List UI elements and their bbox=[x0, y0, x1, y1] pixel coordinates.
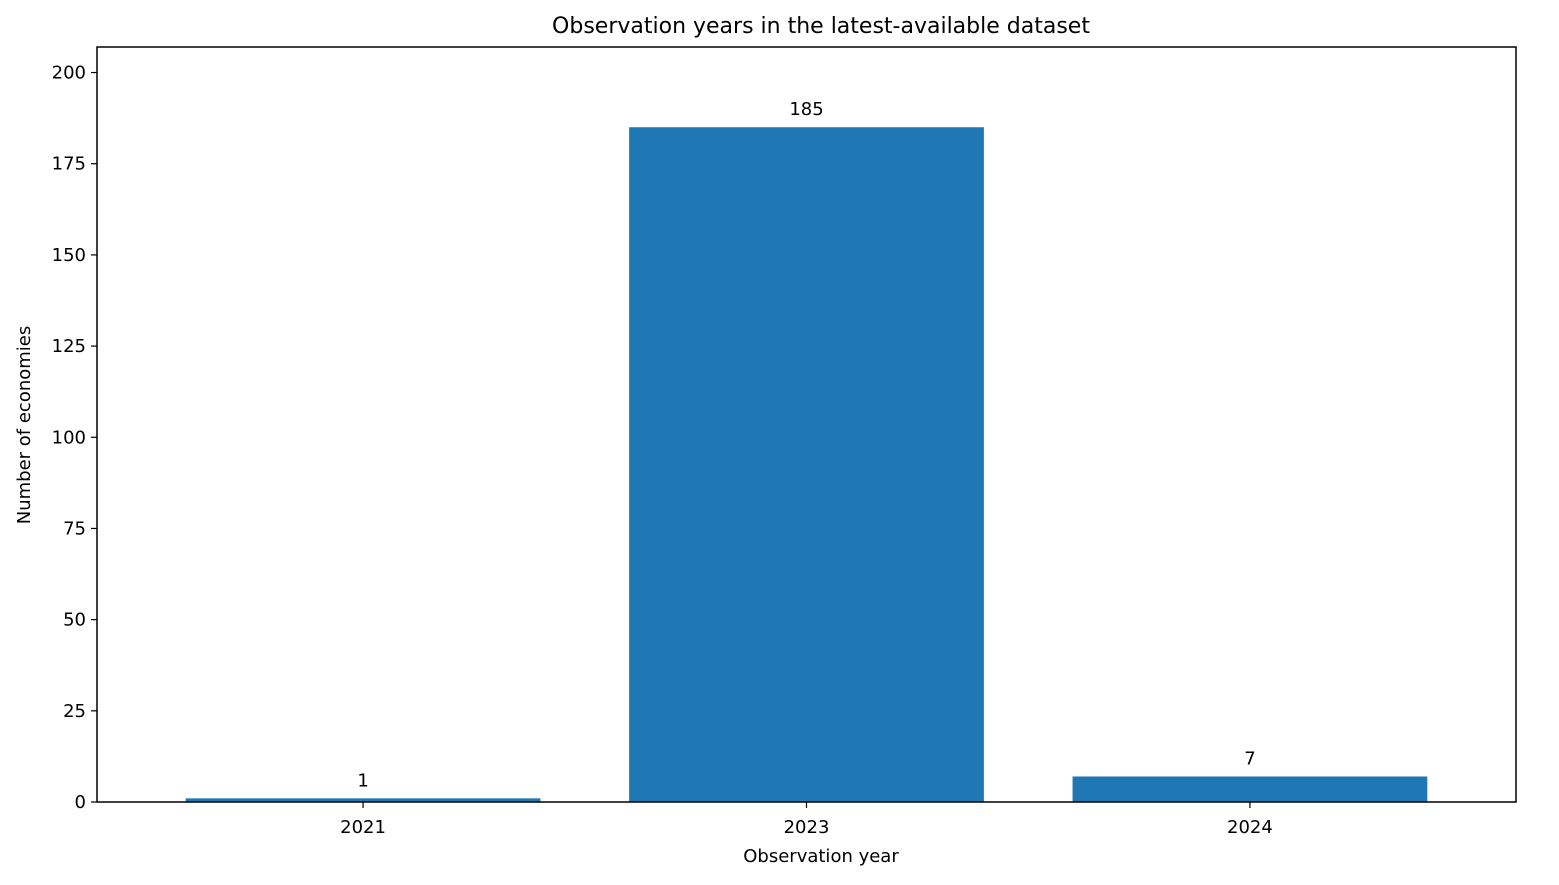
chart-title: Observation years in the latest-availabl… bbox=[552, 14, 1090, 39]
y-tick-label-75: 75 bbox=[63, 518, 86, 539]
y-axis-title: Number of economies bbox=[14, 326, 35, 525]
value-labels-layer: 1 185 7 bbox=[357, 99, 1255, 791]
y-tick-label-25: 25 bbox=[63, 701, 86, 722]
plot-frame bbox=[96, 46, 1517, 803]
y-tick-label-50: 50 bbox=[63, 610, 86, 631]
y-axis-ticks: 0 25 50 75 100 125 150 175 200 bbox=[52, 63, 97, 813]
x-tick-label-2024: 2024 bbox=[1227, 817, 1273, 838]
value-label-2024: 7 bbox=[1244, 748, 1255, 769]
value-label-2023: 185 bbox=[789, 99, 823, 120]
y-tick-label-0: 0 bbox=[75, 792, 86, 813]
bar-2023 bbox=[629, 127, 984, 802]
x-axis-title: Observation year bbox=[743, 846, 899, 867]
y-tick-label-175: 175 bbox=[52, 154, 86, 175]
value-label-2021: 1 bbox=[357, 770, 368, 791]
x-axis-ticks: 2021 2023 2024 bbox=[340, 802, 1273, 838]
y-tick-label-200: 200 bbox=[52, 63, 86, 84]
y-tick-label-125: 125 bbox=[52, 336, 86, 357]
y-tick-label-100: 100 bbox=[52, 427, 86, 448]
x-tick-label-2023: 2023 bbox=[784, 817, 830, 838]
y-tick-label-150: 150 bbox=[52, 245, 86, 266]
bars-layer bbox=[185, 127, 1428, 802]
x-tick-label-2021: 2021 bbox=[340, 817, 386, 838]
bar-2021 bbox=[185, 798, 541, 802]
bar-2024 bbox=[1072, 776, 1428, 802]
